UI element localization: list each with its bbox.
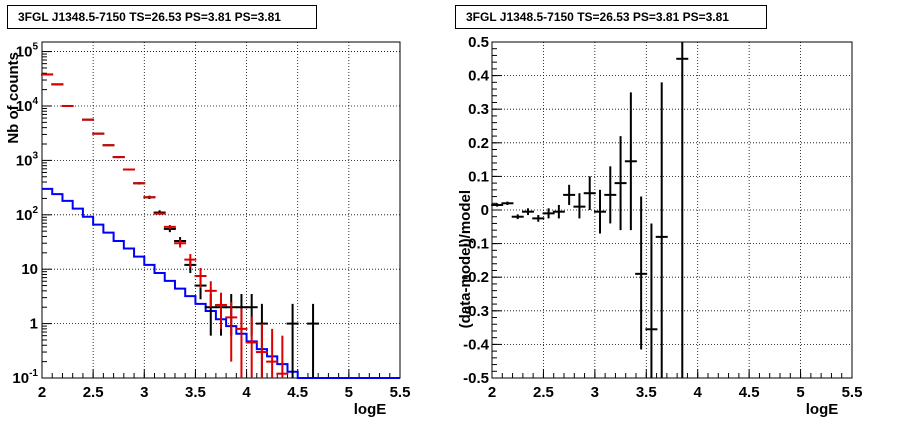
model-histogram-line bbox=[42, 187, 400, 379]
left-plot-title: 3FGL J1348.5-7150 TS=26.53 PS=3.81 PS=3.… bbox=[7, 5, 317, 29]
y-tick-label: 104 bbox=[16, 96, 39, 115]
x-tick-label: 5 bbox=[796, 384, 804, 401]
right-plot-title: 3FGL J1348.5-7150 TS=26.53 PS=3.81 PS=3.… bbox=[455, 5, 767, 29]
x-tick-label: 3 bbox=[140, 384, 148, 401]
x-tick-label: 4 bbox=[694, 384, 703, 401]
x-tick-label: 3.5 bbox=[185, 384, 206, 401]
y-tick-label: -0.3 bbox=[463, 303, 489, 320]
y-tick-label: 105 bbox=[16, 42, 39, 61]
x-axis-title: logE bbox=[806, 401, 839, 418]
x-tick-label: 2.5 bbox=[83, 384, 104, 401]
y-tick-label: 1 bbox=[30, 316, 38, 333]
y-tick-label: 10-1 bbox=[12, 368, 38, 387]
y-tick-label: 0.4 bbox=[468, 68, 490, 85]
counts-spectrum-plot: 2 2.5 3 3.5 4 4.5 5 5.5 10-1 1 10 102 103 104 105 logE N… bbox=[5, 41, 411, 418]
x-axis-title: logE bbox=[354, 401, 387, 418]
y-tick-label: 10 bbox=[21, 261, 38, 278]
residuals-plot: 2 2.5 3 3.5 4 4.5 5 5.5 -0.5 -0.4 -0.3 -0.2 -0.1 0 0.1… bbox=[457, 34, 862, 418]
y-axis-title: Nb of counts bbox=[5, 52, 22, 144]
x-tick-label: 5 bbox=[345, 384, 353, 401]
y-axis-title: (data-model)/model bbox=[457, 190, 474, 328]
y-tick-label: -0.5 bbox=[463, 370, 489, 387]
x-tick-label: 3 bbox=[591, 384, 599, 401]
x-tick-label: 2.5 bbox=[533, 384, 554, 401]
x-tick-label: 5.5 bbox=[842, 384, 863, 401]
x-tick-label: 3.5 bbox=[636, 384, 657, 401]
y-tick-label: 102 bbox=[16, 205, 39, 224]
x-tick-label: 5.5 bbox=[390, 384, 411, 401]
y-tick-label: 0.5 bbox=[468, 34, 489, 51]
x-tick-label: 4.5 bbox=[739, 384, 760, 401]
x-tick-label: 2 bbox=[38, 384, 46, 401]
y-tick-label: -0.4 bbox=[463, 336, 490, 353]
y-tick-label: 103 bbox=[16, 150, 39, 169]
y-tick-label: 0.3 bbox=[468, 101, 489, 118]
y-tick-label: 0.1 bbox=[468, 168, 489, 185]
x-tick-label: 4 bbox=[242, 384, 251, 401]
y-tick-label: 0.2 bbox=[468, 135, 489, 152]
y-tick-label: 0 bbox=[481, 202, 489, 219]
y-tick-label: -0.1 bbox=[463, 236, 489, 253]
x-tick-label: 4.5 bbox=[287, 384, 308, 401]
x-tick-label: 2 bbox=[488, 384, 496, 401]
y-tick-label: -0.2 bbox=[463, 269, 489, 286]
